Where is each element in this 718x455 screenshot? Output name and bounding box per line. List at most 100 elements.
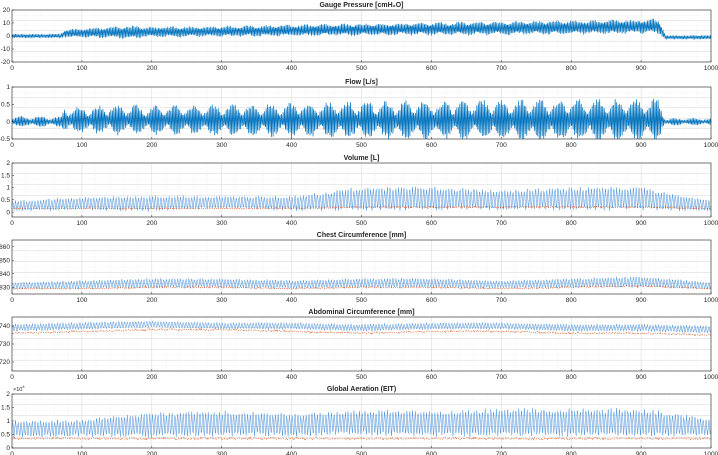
- y-tick-label: 0.5: [1, 197, 10, 204]
- axis-exponent: ×104: [13, 384, 25, 393]
- chart-title: Volume [L]: [344, 155, 380, 162]
- y-tick-label: 730: [0, 341, 10, 348]
- x-tick-label: 400: [286, 374, 297, 381]
- x-tick-label: 900: [636, 374, 647, 381]
- series-line-1: [11, 320, 712, 334]
- x-tick-label: 1000: [704, 451, 718, 455]
- x-tick-label: 200: [146, 451, 157, 455]
- x-tick-label: 200: [146, 65, 157, 72]
- x-tick-label: 200: [146, 374, 157, 381]
- axes-4: 0 100 200 300 400 500 600 700 800 900 1000 860 850 84…: [0, 232, 718, 304]
- x-tick-label: 700: [496, 65, 507, 72]
- x-tick-label: 300: [216, 451, 227, 455]
- x-tick-label: 700: [496, 297, 507, 304]
- x-tick-label: 100: [76, 374, 87, 381]
- y-tick-label: 850: [0, 257, 10, 264]
- x-tick-label: 100: [76, 220, 87, 227]
- chart-title: Abdominal Circumference [mm]: [308, 309, 414, 316]
- x-tick-label: 900: [636, 451, 647, 455]
- y-tick-label: 0.5: [1, 102, 10, 109]
- x-tick-label: 800: [566, 142, 577, 149]
- y-tick-label: 1: [6, 84, 10, 91]
- axes-5: 0 100 200 300 400 500 600 700 800 900 1000 740 730 72…: [0, 309, 718, 381]
- y-tick-label: 840: [0, 271, 10, 278]
- x-tick-label: 700: [496, 220, 507, 227]
- x-tick-label: 400: [286, 220, 297, 227]
- x-tick-label: 900: [636, 65, 647, 72]
- y-tick-label: 10: [3, 20, 11, 27]
- x-tick-label: 600: [426, 220, 437, 227]
- x-tick-label: 500: [356, 374, 367, 381]
- axes-6: 0 100 200 300 400 500 600 700 800 900 1000 2 1.5 1 0.5…: [1, 384, 718, 455]
- x-tick-label: 100: [76, 142, 87, 149]
- y-tick-label: 0: [6, 119, 10, 126]
- chart-title: Global Aeration (EIT): [327, 386, 396, 393]
- x-tick-label: 500: [356, 142, 367, 149]
- y-tick-label: 1: [6, 418, 10, 425]
- y-tick-label: 2: [6, 160, 10, 167]
- x-tick-label: 800: [566, 297, 577, 304]
- y-tick-label: 0: [6, 209, 10, 216]
- chart-title: Chest Circumference [mm]: [317, 232, 406, 239]
- axes-3: 0 100 200 300 400 500 600 700 800 900 1000 2 1.5 1 0.5…: [1, 155, 718, 227]
- x-tick-label: 400: [286, 142, 297, 149]
- x-tick-label: 300: [216, 142, 227, 149]
- x-tick-label: 0: [10, 65, 14, 72]
- x-tick-label: 100: [76, 297, 87, 304]
- x-tick-label: 0: [10, 374, 14, 381]
- x-tick-label: 600: [426, 142, 437, 149]
- series-line-2: [11, 284, 712, 291]
- x-tick-label: 500: [356, 220, 367, 227]
- axis-exponent-power: 4: [22, 384, 25, 389]
- x-tick-label: 400: [286, 297, 297, 304]
- x-tick-label: 800: [566, 220, 577, 227]
- x-tick-label: 300: [216, 374, 227, 381]
- axes-2: 0100200300400500600700800900100010.50-0.…: [0, 79, 718, 149]
- x-tick-label: 0: [10, 142, 14, 149]
- x-tick-label: 1000: [704, 65, 718, 72]
- series-line-1: [11, 407, 712, 438]
- x-tick-label: 300: [216, 297, 227, 304]
- y-tick-label: 740: [0, 323, 10, 330]
- x-tick-label: 600: [426, 297, 437, 304]
- x-tick-label: 1000: [704, 142, 718, 149]
- x-tick-label: 0: [10, 220, 14, 227]
- series-line-1: [11, 18, 712, 41]
- x-tick-label: 1000: [704, 220, 718, 227]
- x-tick-label: 900: [636, 142, 647, 149]
- y-tick-label: 20: [3, 7, 11, 14]
- series-line-1: [11, 276, 712, 290]
- y-tick-label: 1.5: [1, 405, 10, 412]
- x-tick-label: 500: [356, 451, 367, 455]
- y-tick-label: 1.5: [1, 172, 10, 179]
- x-tick-label: 100: [76, 65, 87, 72]
- series-line-1: [11, 98, 712, 140]
- x-tick-label: 900: [636, 220, 647, 227]
- x-tick-label: 600: [426, 374, 437, 381]
- x-tick-label: 300: [216, 220, 227, 227]
- y-tick-label: 720: [0, 359, 10, 366]
- y-tick-label: 830: [0, 284, 10, 291]
- y-tick-label: 0: [6, 445, 10, 452]
- x-tick-label: 600: [426, 451, 437, 455]
- y-tick-label: 0.5: [1, 432, 10, 439]
- x-tick-label: 400: [286, 65, 297, 72]
- x-tick-label: 600: [426, 65, 437, 72]
- x-tick-label: 700: [496, 451, 507, 455]
- chart-title: Flow [L/s]: [345, 79, 378, 86]
- series-line-2: [11, 205, 712, 210]
- chart-title: Gauge Pressure [cmH₂O]: [319, 2, 403, 9]
- x-tick-label: 1000: [704, 374, 718, 381]
- x-tick-label: 700: [496, 142, 507, 149]
- x-tick-label: 200: [146, 220, 157, 227]
- x-tick-label: 500: [356, 297, 367, 304]
- x-tick-label: 800: [566, 374, 577, 381]
- x-tick-label: 200: [146, 142, 157, 149]
- x-tick-label: 0: [10, 451, 14, 455]
- x-tick-label: 300: [216, 65, 227, 72]
- y-tick-label: 2: [6, 391, 10, 398]
- x-tick-label: 700: [496, 374, 507, 381]
- series-line-2: [11, 327, 712, 337]
- x-tick-label: 500: [356, 65, 367, 72]
